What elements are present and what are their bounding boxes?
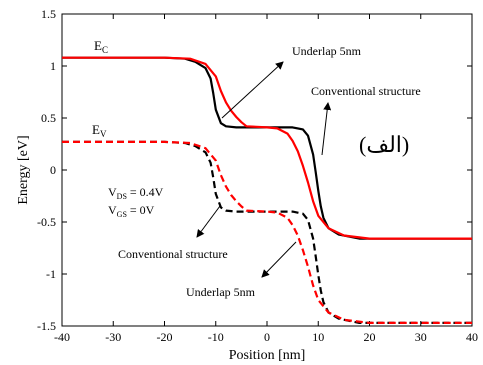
series-line-ec_conventional <box>62 56 472 240</box>
y-tick-label: 0 <box>50 163 56 177</box>
y-axis-label: Energy [eV] <box>16 135 31 204</box>
axis-ticks: -40 -30 -20 -10 0 10 20 30 40 1.5 1 0.5 0 -0.5 -1 -1.5 <box>37 7 478 344</box>
x-tick-label: -20 <box>157 330 173 344</box>
vgs-label: VGS = 0V <box>108 203 155 219</box>
vds-label: VDS = 0.4V <box>108 185 164 201</box>
underlap-top-label: Underlap 5nm <box>292 44 362 58</box>
x-tick-label: 30 <box>415 330 427 344</box>
x-axis-label: Position [nm] <box>229 348 306 363</box>
x-tick-label: 0 <box>264 330 270 344</box>
x-tick-label: 20 <box>364 330 376 344</box>
underlap-bottom-arrow <box>261 241 297 278</box>
y-tick-label: 1.5 <box>41 7 56 21</box>
y-tick-label: -0.5 <box>37 215 56 229</box>
plot-frame <box>61 13 473 327</box>
conventional-top-arrow <box>321 102 332 156</box>
arabic-label: (الف) <box>359 132 409 157</box>
x-tick-label: 10 <box>312 330 324 344</box>
x-tick-label: -10 <box>208 330 224 344</box>
conventional-top-label: Conventional structure <box>311 84 421 98</box>
x-tick-label: -40 <box>54 330 70 344</box>
series-line-ev_underlap <box>62 140 472 324</box>
y-tick-label: 0.5 <box>41 111 56 125</box>
series-line-ev_conventional <box>62 140 472 324</box>
series-lines <box>62 56 472 324</box>
conventional-bottom-arrow <box>196 205 221 238</box>
y-tick-label: -1.5 <box>37 319 56 333</box>
x-tick-label: 40 <box>466 330 478 344</box>
underlap-top-arrow <box>221 61 284 119</box>
series-line-ec_underlap <box>62 56 472 240</box>
ec-label: EC <box>94 38 108 55</box>
conventional-bottom-label: Conventional structure <box>118 247 228 261</box>
underlap-bottom-label: Underlap 5nm <box>186 285 256 299</box>
y-tick-label: -1 <box>46 267 56 281</box>
x-tick-label: -30 <box>105 330 121 344</box>
y-tick-label: 1 <box>50 59 56 73</box>
ev-label: EV <box>92 122 107 139</box>
